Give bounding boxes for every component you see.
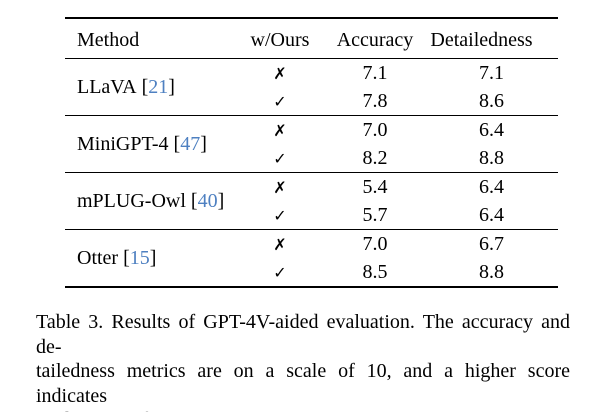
results-table: Method w/Ours Accuracy Detailedness LLaV… [65,17,558,288]
cross-mark: ✗ [273,177,287,197]
table-row-group-mplug-owl: mPLUG-Owl[40] ✗ 5.4 6.4 ✓ 5.7 6.4 [65,172,558,229]
cite-bracket-close: ] [168,75,175,98]
table-row-group-otter: Otter[15] ✗ 7.0 6.7 ✓ 8.5 8.8 [65,229,558,286]
header-detailedness: Detailedness [430,29,533,51]
accuracy-value: 7.8 [362,89,388,112]
cross-mark: ✗ [273,234,287,254]
method-label: mPLUG-Owl[40] [65,173,224,229]
citation-link[interactable]: 21 [148,75,169,98]
table-caption: Table 3. Results of GPT-4V-aided evaluat… [36,310,570,412]
accuracy-value: 8.2 [362,146,388,169]
header-accuracy: Accuracy [336,29,414,51]
citation-link[interactable]: 40 [197,189,218,212]
detailedness-value: 8.8 [479,146,504,169]
header-w-ours: w/Ours [250,29,310,51]
check-mark: ✓ [273,148,287,168]
cite-bracket-open: [ [141,75,149,98]
cite-bracket-close: ] [149,246,157,269]
method-name: MiniGPT-4 [77,132,169,155]
accuracy-value: 7.0 [362,232,388,255]
detailedness-value: 8.8 [479,260,504,283]
caption-line-2: tailedness metrics are on a scale of 10,… [36,360,570,407]
check-mark: ✓ [273,205,287,225]
cross-mark: ✗ [273,63,287,83]
method-name: mPLUG-Owl [77,189,186,212]
detailedness-value: 7.1 [479,61,504,84]
method-name: Otter [77,246,119,269]
cite-bracket-open: [ [190,189,198,212]
method-label: MiniGPT-4[47] [65,116,215,172]
accuracy-value: 8.5 [362,260,388,283]
table-row-group-minigpt4: MiniGPT-4[47] ✗ 7.0 6.4 ✓ 8.2 8.8 [65,115,558,172]
caption-line-3: the better performance. [36,408,570,412]
caption-line-1: Table 3. Results of GPT-4V-aided evaluat… [36,311,570,358]
table-header-row: Method w/Ours Accuracy Detailedness [65,19,558,59]
detailedness-value: 6.4 [479,203,504,226]
detailedness-value: 6.7 [479,232,504,255]
check-mark: ✓ [273,262,287,282]
detailedness-value: 8.6 [479,89,504,112]
method-label: Otter[15] [65,230,215,286]
citation-link[interactable]: 15 [129,246,150,269]
citation-link[interactable]: 47 [180,132,201,155]
method-label: LLaVA[21] [65,59,215,115]
detailedness-value: 6.4 [479,118,504,141]
accuracy-value: 7.1 [362,61,388,84]
cite-bracket-close: ] [200,132,207,155]
header-method: Method [77,29,140,51]
accuracy-value: 5.4 [362,175,388,198]
cross-mark: ✗ [273,120,287,140]
cite-bracket-close: ] [217,189,225,212]
cite-bracket-open: [ [173,132,181,155]
detailedness-value: 6.4 [479,175,504,198]
accuracy-value: 7.0 [362,118,388,141]
check-mark: ✓ [273,91,287,111]
accuracy-value: 5.7 [362,203,388,226]
method-name: LLaVA [77,75,137,98]
cite-bracket-open: [ [123,246,130,269]
table-row-group-llava: LLaVA[21] ✗ 7.1 7.1 ✓ 7.8 8.6 [65,59,558,115]
